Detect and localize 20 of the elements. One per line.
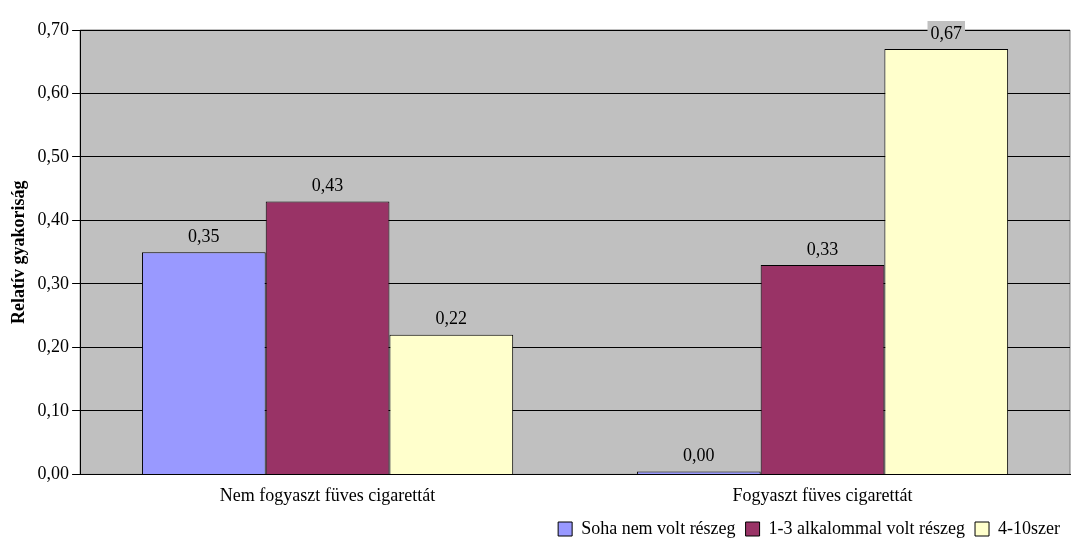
y-axis-title: Relatív gyakoriság — [8, 180, 29, 324]
x-tick-label: Nem fogyaszt füves cigarettát — [219, 484, 436, 505]
y-tick-label: 0,30 — [37, 272, 70, 293]
y-tick-label: 0,50 — [37, 145, 70, 166]
data-label: 0,33 — [806, 238, 839, 259]
data-label: 0,43 — [311, 175, 344, 196]
y-tick-label: 0,70 — [37, 18, 70, 39]
y-tick-label: 0,60 — [37, 82, 70, 103]
x-tick-label: Fogyaszt füves cigarettát — [732, 484, 913, 505]
y-tick-label: 0,40 — [37, 209, 70, 230]
data-label: 0,22 — [435, 308, 468, 329]
y-tick-label: 0,00 — [37, 463, 70, 484]
legend-label: 1-3 alkalommal volt részeg — [768, 517, 966, 538]
y-tick-label: 0,10 — [37, 399, 70, 420]
y-tick-label: 0,20 — [37, 336, 70, 357]
legend-label: 4-10szer — [998, 517, 1061, 538]
data-label: 0,35 — [188, 225, 220, 246]
legend-label: Soha nem volt részeg — [581, 517, 736, 538]
data-label: 0,00 — [683, 445, 715, 466]
data-label: 0,67 — [930, 22, 963, 43]
